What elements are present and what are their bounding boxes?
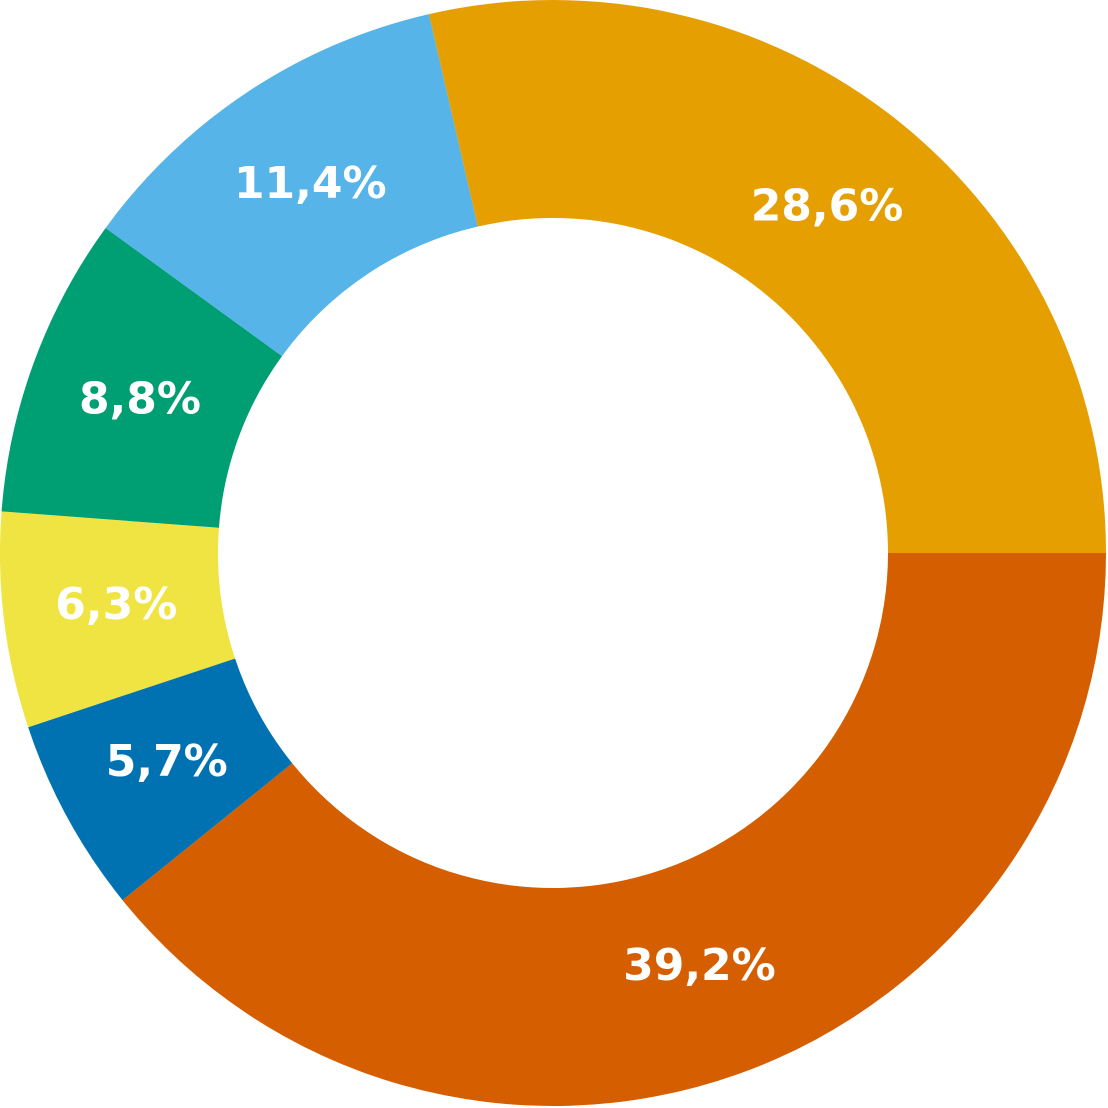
data-label: 6,3% [55,579,177,630]
donut-slice [0,511,236,728]
donut-slice [1,227,282,528]
donut-slice [428,0,1106,553]
data-label: 11,4% [234,158,387,209]
data-label: 28,6% [751,181,904,232]
data-label: 39,2% [623,940,776,991]
data-label: 8,8% [79,373,201,424]
donut-slice [105,14,478,357]
data-label: 5,7% [106,736,228,787]
donut-slice [122,553,1106,1107]
donut-slice [28,658,293,901]
